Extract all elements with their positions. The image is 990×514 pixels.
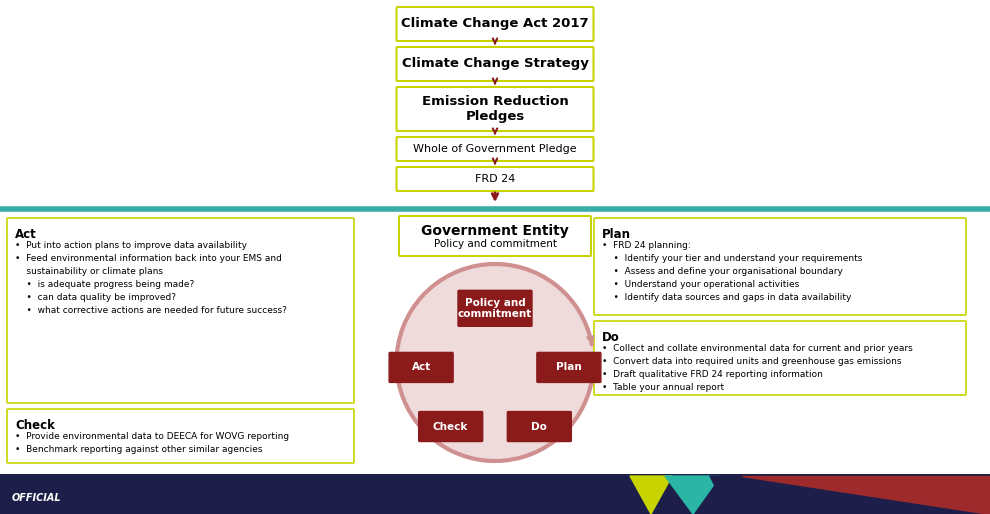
Text: •  what corrective actions are needed for future success?: • what corrective actions are needed for… (15, 306, 287, 315)
Text: •  FRD 24 planning:: • FRD 24 planning: (602, 241, 691, 250)
Text: •  Convert data into required units and greenhouse gas emissions: • Convert data into required units and g… (602, 357, 902, 366)
Polygon shape (742, 476, 990, 514)
FancyBboxPatch shape (397, 47, 593, 81)
Text: •  Draft qualitative FRD 24 reporting information: • Draft qualitative FRD 24 reporting inf… (602, 370, 823, 379)
Text: •  Collect and collate environmental data for current and prior years: • Collect and collate environmental data… (602, 344, 913, 353)
FancyBboxPatch shape (507, 412, 571, 442)
FancyBboxPatch shape (537, 353, 601, 382)
Text: •  can data quality be improved?: • can data quality be improved? (15, 293, 176, 302)
FancyBboxPatch shape (7, 218, 354, 403)
Text: •  Put into action plans to improve data availability: • Put into action plans to improve data … (15, 241, 247, 250)
Text: Policy and
commitment: Policy and commitment (457, 298, 533, 319)
Polygon shape (665, 476, 720, 514)
Text: Government Entity: Government Entity (421, 224, 569, 238)
FancyBboxPatch shape (458, 290, 532, 326)
FancyBboxPatch shape (397, 87, 593, 131)
Text: •  Provide environmental data to DEECA for WOVG reporting: • Provide environmental data to DEECA fo… (15, 432, 289, 441)
Text: OFFICIAL: OFFICIAL (12, 493, 61, 503)
FancyBboxPatch shape (594, 321, 966, 395)
Text: sustainability or climate plans: sustainability or climate plans (15, 267, 163, 276)
FancyBboxPatch shape (397, 137, 593, 161)
Text: •  Understand your operational activities: • Understand your operational activities (602, 280, 799, 289)
Bar (0, 474, 990, 514)
Text: Plan: Plan (602, 228, 631, 241)
Text: Do: Do (532, 421, 547, 432)
FancyBboxPatch shape (399, 216, 591, 256)
Text: Climate Change Strategy: Climate Change Strategy (402, 58, 588, 70)
Text: •  Table your annual report: • Table your annual report (602, 383, 724, 392)
FancyBboxPatch shape (7, 409, 354, 463)
Text: Emission Reduction
Pledges: Emission Reduction Pledges (422, 95, 568, 123)
FancyBboxPatch shape (397, 167, 593, 191)
Text: Check: Check (15, 419, 54, 432)
Circle shape (397, 264, 593, 461)
Text: FRD 24: FRD 24 (475, 174, 515, 184)
Text: •  is adequate progress being made?: • is adequate progress being made? (15, 280, 194, 289)
Text: •  Feed environmental information back into your EMS and: • Feed environmental information back in… (15, 254, 282, 263)
Polygon shape (710, 476, 748, 514)
Text: Check: Check (433, 421, 468, 432)
FancyBboxPatch shape (419, 412, 483, 442)
Text: •  Identify data sources and gaps in data availability: • Identify data sources and gaps in data… (602, 293, 851, 302)
FancyBboxPatch shape (594, 218, 966, 315)
Text: •  Assess and define your organisational boundary: • Assess and define your organisational … (602, 267, 842, 276)
Text: Policy and commitment: Policy and commitment (434, 240, 556, 249)
Text: Whole of Government Pledge: Whole of Government Pledge (413, 144, 577, 154)
Text: Do: Do (602, 331, 620, 344)
FancyBboxPatch shape (389, 353, 453, 382)
Text: •  Benchmark reporting against other similar agencies: • Benchmark reporting against other simi… (15, 445, 262, 454)
Text: •  Identify your tier and understand your requirements: • Identify your tier and understand your… (602, 254, 862, 263)
Text: Plan: Plan (556, 362, 582, 373)
FancyBboxPatch shape (397, 7, 593, 41)
Polygon shape (630, 476, 672, 514)
Text: Climate Change Act 2017: Climate Change Act 2017 (401, 17, 589, 30)
Text: Act: Act (412, 362, 431, 373)
Text: Act: Act (15, 228, 37, 241)
